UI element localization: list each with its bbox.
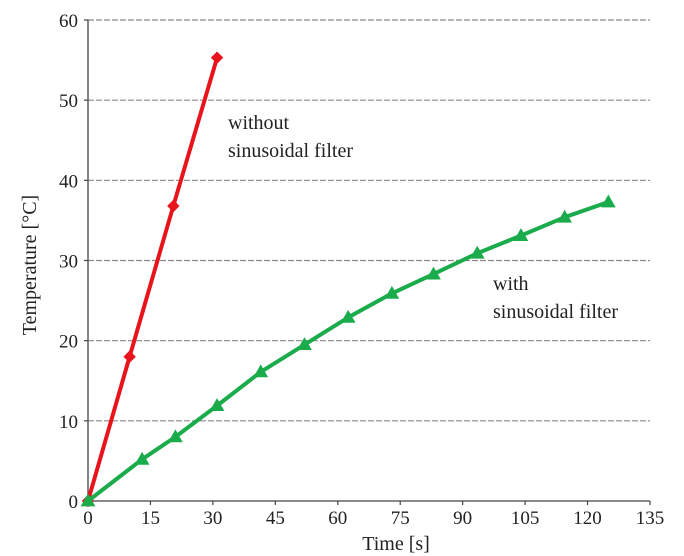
series-1-point-11 <box>557 209 573 223</box>
series-line-1 <box>86 200 611 503</box>
x-tick-label-135: 135 <box>636 508 665 529</box>
series-0-point-2 <box>167 199 180 213</box>
x-tick-label-45: 45 <box>266 508 285 529</box>
annotation-without-line-2: sinusoidal filter <box>228 140 353 162</box>
series-1-point-3 <box>209 398 225 411</box>
x-tick-label-75: 75 <box>391 508 410 529</box>
y-axis-title: Temperature [°C] <box>19 195 41 335</box>
series-1-point-7 <box>384 285 400 299</box>
annotation-with-line-2: sinusoidal filter <box>493 301 618 323</box>
y-tick-label-50: 50 <box>59 91 78 112</box>
y-tick-label-10: 10 <box>59 412 78 433</box>
series-1-point-9 <box>469 245 485 259</box>
series-0-point-1 <box>123 350 136 363</box>
series-1-point-2 <box>168 429 183 443</box>
x-tick-labels: 0 15 30 45 60 75 90 105 120 135 <box>83 501 664 529</box>
y-tick-label-0: 0 <box>69 492 79 513</box>
x-tick-label-60: 60 <box>328 508 347 529</box>
annotation-without-line-1: without <box>228 112 290 134</box>
series-1-point-4 <box>253 364 269 378</box>
y-tick-label-20: 20 <box>59 332 78 353</box>
series-group <box>80 51 616 508</box>
series-0-point-3 <box>210 51 224 64</box>
series-line-0 <box>86 55 220 503</box>
x-tick-label-120: 120 <box>573 508 602 529</box>
series-1-point-10 <box>513 228 529 242</box>
annotation-without-filter: without sinusoidal filter <box>228 112 353 162</box>
annotation-with-filter: with sinusoidal filter <box>493 273 618 323</box>
x-axis-title: Time [s] <box>362 533 430 555</box>
x-tick-label-105: 105 <box>511 508 540 529</box>
series-1-point-8 <box>426 266 441 280</box>
series-1-point-1 <box>134 451 150 465</box>
series-1-point-5 <box>297 337 312 351</box>
series-1-point-0 <box>80 493 96 507</box>
x-tick-label-15: 15 <box>141 508 160 529</box>
series-1-point-6 <box>340 309 356 323</box>
series-1-point-12 <box>601 194 616 208</box>
x-tick-label-0: 0 <box>83 508 93 529</box>
annotation-with-line-1: with <box>493 273 529 295</box>
y-tick-labels: 0 10 20 30 40 50 60 <box>59 11 88 513</box>
x-tick-label-90: 90 <box>453 508 472 529</box>
y-tick-label-60: 60 <box>59 11 78 32</box>
y-tick-label-40: 40 <box>59 171 78 192</box>
x-tick-label-30: 30 <box>203 508 222 529</box>
y-tick-label-30: 30 <box>59 252 78 273</box>
